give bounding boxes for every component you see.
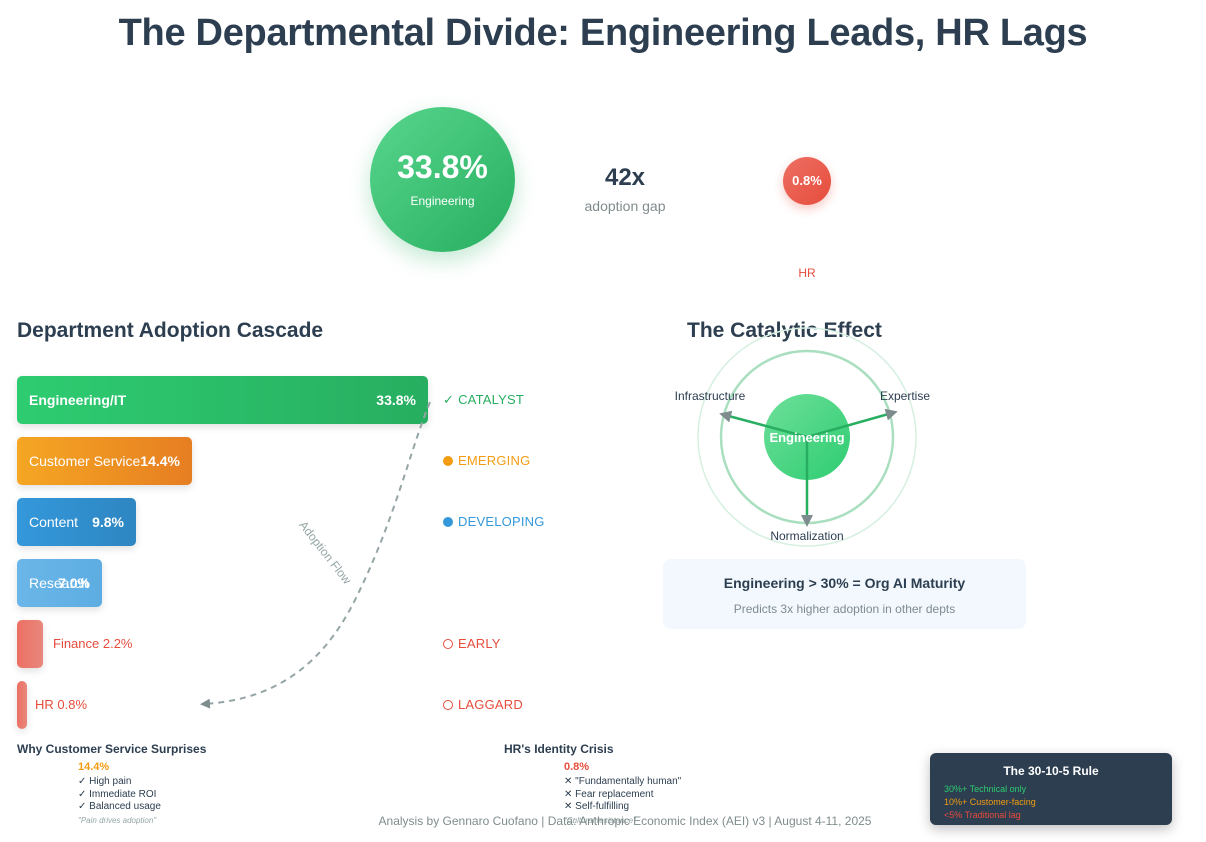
hr-insight-item: ✕ Fear replacement (564, 789, 654, 800)
cascade-title: Department Adoption Cascade (17, 319, 324, 342)
bar-finance (17, 620, 43, 668)
bar-external-label: Finance 2.2% (53, 636, 133, 651)
rule-box: The 30-10-5 Rule 30%+ Technical only 10%… (930, 753, 1172, 825)
bar-value-label: 9.8% (92, 514, 124, 530)
flow-curve (200, 401, 431, 709)
engineering-pct: 33.8% (397, 149, 488, 185)
page-title: The Departmental Divide: Engineering Lea… (0, 12, 1206, 55)
bar-research: Research 7.0% (17, 559, 102, 607)
status-dot-icon (443, 517, 453, 527)
engineering-label: Engineering (410, 194, 475, 208)
cs-insight-item: ✓ Immediate ROI (78, 789, 157, 800)
title-regular: The Departmental Divide: (118, 12, 580, 54)
bar-external-label: HR 0.8% (35, 697, 88, 712)
maturity-sub: Predicts 3x higher adoption in other dep… (733, 602, 956, 616)
rule-title: The 30-10-5 Rule (1003, 764, 1099, 778)
rule-line: <5% Traditional lag (944, 810, 1021, 820)
bar-value-label: 7.0% (58, 575, 90, 591)
bar-category-label: Content (29, 514, 79, 530)
engineering-circle: 33.8% Engineering (370, 107, 515, 252)
rule-line: 10%+ Customer-facing (944, 797, 1036, 807)
cs-insight-item: ✓ Balanced usage (78, 801, 161, 812)
status-label: LAGGARD (458, 697, 523, 712)
status-developing: DEVELOPING (443, 498, 545, 546)
center-label: Engineering (769, 430, 844, 445)
bar-engineering-it: Engineering/IT 33.8% (17, 376, 428, 424)
status-early: EARLY (443, 620, 501, 668)
middle-ring (719, 349, 895, 525)
bar-value-label: 14.4% (140, 453, 180, 469)
footer-credit: Analysis by Gennaro Cuofano | Data: Anth… (378, 814, 872, 828)
cs-insight-title: Why Customer Service Surprises (17, 742, 207, 756)
bar-customer-service: Customer Service 14.4% (17, 437, 192, 485)
arrow-infrastructure (719, 410, 808, 439)
check-icon: ✓ (443, 392, 455, 407)
status-label: DEVELOPING (458, 514, 545, 529)
node-expertise: Expertise (880, 389, 930, 403)
status-ring-icon (443, 700, 453, 710)
bar-category-label: Research (29, 575, 89, 591)
flow-label: Adoption Flow (296, 518, 354, 587)
hr-insight-quote: "Cultural resistance" (564, 816, 636, 825)
cs-insight-quote: "Pain drives adoption" (78, 816, 157, 825)
status-emerging: EMERGING (443, 437, 530, 485)
hr-circle: 0.8% (783, 157, 831, 205)
engineering-core (764, 394, 850, 480)
gap-value: 42x (604, 164, 646, 191)
catalytic-title: The Catalytic Effect (687, 319, 882, 342)
node-infrastructure: Infrastructure (675, 389, 746, 403)
node-normalization: Normalization (770, 529, 843, 543)
status-label: CATALYST (458, 392, 524, 407)
maturity-box: Engineering > 30% = Org AI Maturity Pred… (663, 559, 1026, 629)
gap-label: adoption gap (584, 198, 666, 214)
bar-category-label: Engineering/IT (29, 392, 127, 408)
cs-insight-item: ✓ High pain (78, 776, 132, 787)
bar-hr (17, 681, 27, 729)
hr-insight-title: HR's Identity Crisis (504, 742, 614, 756)
hr-insight-item: ✕ "Fundamentally human" (564, 776, 682, 787)
cs-insight-stat: 14.4% (78, 761, 110, 773)
outer-ring (697, 327, 917, 547)
status-dot-icon (443, 456, 453, 466)
status-ring-icon (443, 639, 453, 649)
rule-line: 30%+ Technical only (944, 784, 1027, 794)
bar-category-label: Customer Service (29, 453, 141, 469)
hr-pct: 0.8% (792, 173, 822, 188)
maturity-main: Engineering > 30% = Org AI Maturity (723, 575, 966, 591)
hr-insight-stat: 0.8% (564, 761, 590, 773)
hr-insight-item: ✕ Self-fulfilling (564, 801, 630, 812)
bar-value-label: 33.8% (376, 392, 416, 408)
bar-content: Content 9.8% (17, 498, 136, 546)
status-label: EMERGING (458, 453, 531, 468)
hr-label: HR (798, 266, 816, 280)
arrow-expertise (806, 408, 898, 439)
status-laggard: LAGGARD (443, 681, 523, 729)
status-catalyst: ✓ CATALYST (443, 376, 524, 424)
title-bold: Engineering Leads, HR Lags (579, 12, 1088, 54)
status-label: EARLY (458, 636, 501, 651)
